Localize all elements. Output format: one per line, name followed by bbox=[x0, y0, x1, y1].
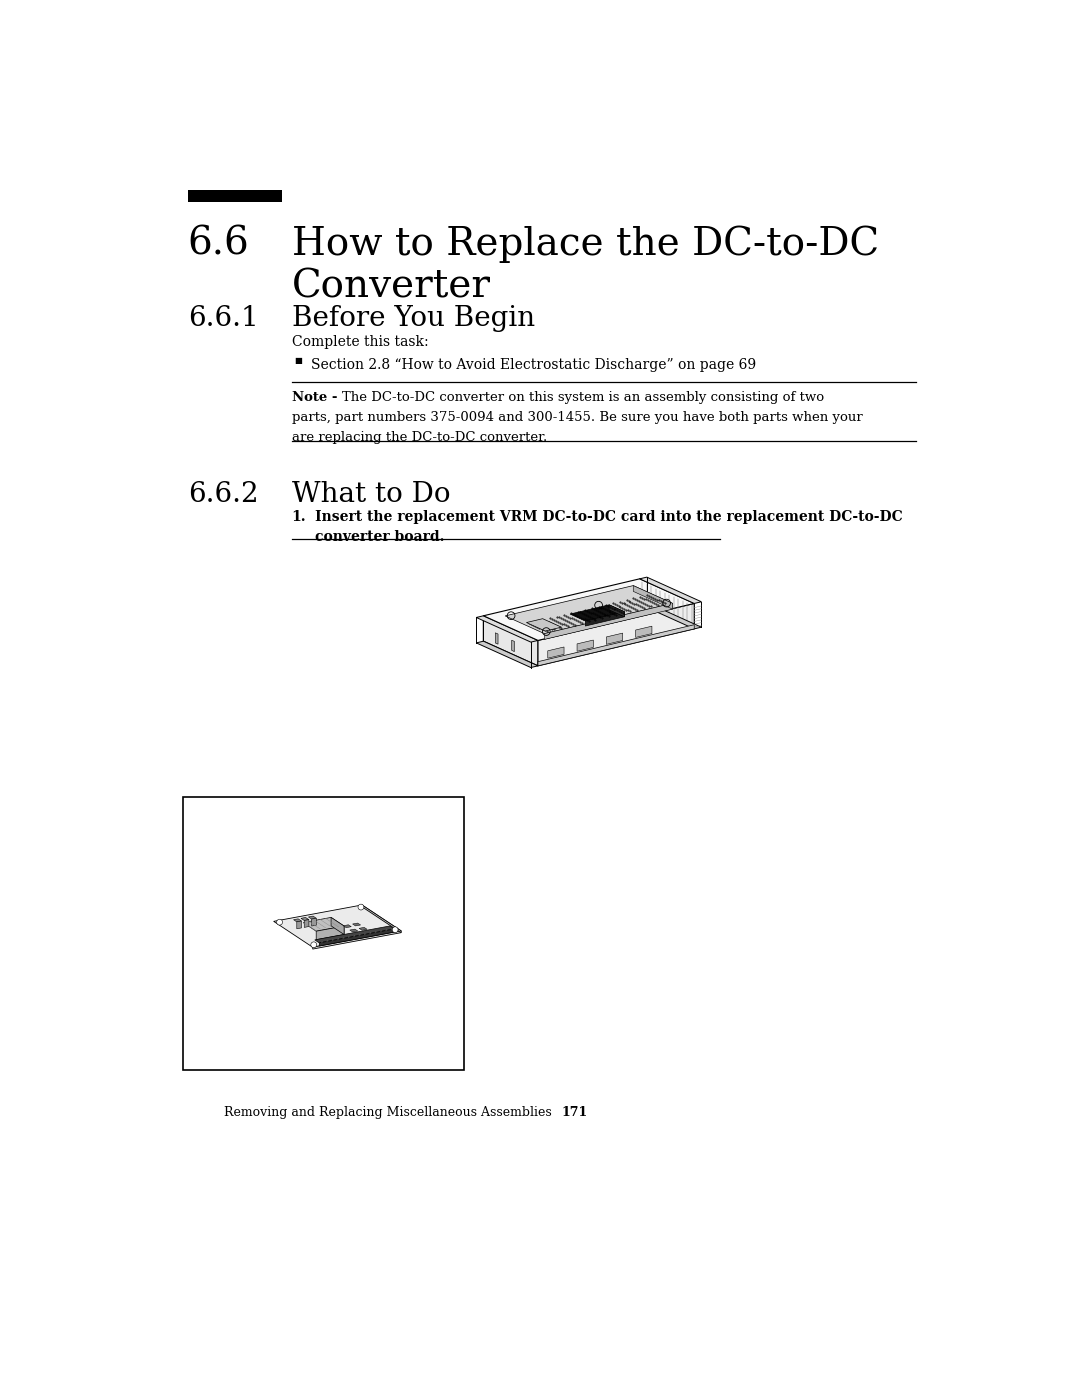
Polygon shape bbox=[633, 585, 673, 609]
Polygon shape bbox=[570, 605, 624, 620]
Polygon shape bbox=[313, 930, 401, 949]
Polygon shape bbox=[585, 612, 624, 626]
Polygon shape bbox=[297, 921, 301, 929]
Text: are replacing the DC-to-DC converter.: are replacing the DC-to-DC converter. bbox=[292, 432, 546, 444]
Polygon shape bbox=[343, 925, 351, 928]
Circle shape bbox=[311, 942, 316, 947]
Text: Insert the replacement VRM DC-to-DC card into the replacement DC-to-DC: Insert the replacement VRM DC-to-DC card… bbox=[314, 510, 903, 524]
Polygon shape bbox=[538, 604, 694, 666]
Polygon shape bbox=[273, 905, 401, 947]
Circle shape bbox=[357, 904, 364, 909]
Text: converter board.: converter board. bbox=[314, 531, 444, 545]
Text: Note -: Note - bbox=[292, 391, 337, 404]
Polygon shape bbox=[320, 929, 394, 946]
Text: 6.6: 6.6 bbox=[188, 225, 249, 263]
Polygon shape bbox=[484, 616, 538, 666]
Polygon shape bbox=[362, 905, 401, 933]
Polygon shape bbox=[294, 919, 301, 922]
Text: 1.: 1. bbox=[292, 510, 306, 524]
Polygon shape bbox=[303, 918, 345, 932]
Bar bbox=[188, 190, 282, 203]
Circle shape bbox=[392, 926, 399, 933]
Text: 6.6.1: 6.6.1 bbox=[188, 306, 258, 332]
Polygon shape bbox=[312, 918, 316, 926]
Polygon shape bbox=[505, 585, 673, 634]
Text: ■: ■ bbox=[294, 358, 301, 365]
Text: Removing and Replacing Miscellaneous Assemblies: Removing and Replacing Miscellaneous Ass… bbox=[225, 1105, 552, 1119]
Polygon shape bbox=[526, 619, 562, 631]
Polygon shape bbox=[332, 918, 345, 935]
Polygon shape bbox=[309, 916, 316, 919]
Text: parts, part numbers 375-0094 and 300-1455. Be sure you have both parts when your: parts, part numbers 375-0094 and 300-145… bbox=[292, 411, 862, 423]
Polygon shape bbox=[484, 616, 538, 666]
Polygon shape bbox=[512, 640, 514, 651]
Polygon shape bbox=[639, 578, 694, 629]
Polygon shape bbox=[352, 923, 361, 926]
Polygon shape bbox=[316, 926, 345, 940]
Polygon shape bbox=[609, 605, 624, 617]
Polygon shape bbox=[301, 918, 309, 921]
Polygon shape bbox=[636, 626, 652, 637]
Text: The DC-to-DC converter on this system is an assembly consisting of two: The DC-to-DC converter on this system is… bbox=[342, 391, 824, 404]
Circle shape bbox=[276, 919, 283, 925]
Polygon shape bbox=[639, 602, 701, 629]
Text: Section 2.8 “How to Avoid Electrostatic Discharge” on page 69: Section 2.8 “How to Avoid Electrostatic … bbox=[311, 358, 756, 372]
Text: What to Do: What to Do bbox=[292, 481, 450, 509]
Polygon shape bbox=[305, 919, 309, 928]
Polygon shape bbox=[484, 578, 694, 640]
Text: Before You Begin: Before You Begin bbox=[292, 306, 535, 332]
Polygon shape bbox=[544, 604, 673, 640]
Text: Complete this task:: Complete this task: bbox=[292, 335, 428, 349]
Polygon shape bbox=[314, 926, 394, 943]
Polygon shape bbox=[548, 647, 564, 658]
Polygon shape bbox=[538, 624, 694, 666]
Polygon shape bbox=[476, 616, 538, 643]
Polygon shape bbox=[606, 633, 623, 644]
Polygon shape bbox=[476, 641, 538, 668]
Text: How to Replace the DC-to-DC: How to Replace the DC-to-DC bbox=[292, 225, 879, 263]
Polygon shape bbox=[350, 929, 357, 932]
Text: 171: 171 bbox=[562, 1105, 588, 1119]
Polygon shape bbox=[639, 577, 701, 604]
Text: 6.6.2: 6.6.2 bbox=[188, 481, 258, 509]
Polygon shape bbox=[577, 640, 593, 651]
Polygon shape bbox=[496, 633, 498, 644]
Bar bbox=[183, 796, 463, 1070]
Text: Converter: Converter bbox=[292, 268, 490, 306]
Polygon shape bbox=[359, 928, 367, 930]
